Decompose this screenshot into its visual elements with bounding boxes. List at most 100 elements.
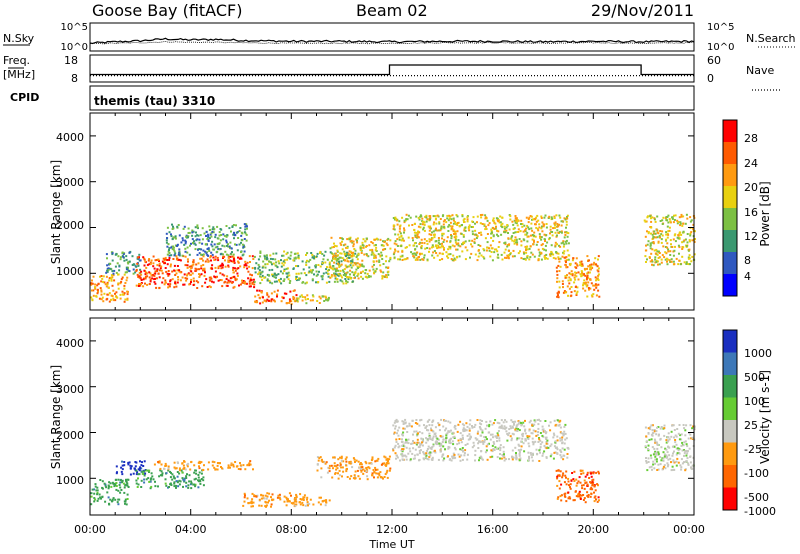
- cbar-swatch-5: [723, 442, 737, 466]
- x-axis-label: Time UT: [368, 538, 414, 551]
- power-cbar-tick-28: 28: [744, 132, 758, 145]
- vel-cbar-tick-500: 500: [744, 371, 765, 384]
- scatter-region-6: [253, 250, 357, 285]
- x-tick-4: 16:00: [477, 523, 509, 536]
- cbar-swatch-4: [723, 208, 737, 231]
- scatter-region-3: [165, 223, 248, 257]
- velocity-ytick-4000: 4000: [56, 337, 84, 350]
- scatter-region-0: [90, 478, 130, 506]
- power-ytick-3000: 3000: [56, 176, 84, 189]
- nave-tick-top: 60: [707, 54, 721, 67]
- power-cbar-tick-24: 24: [744, 157, 758, 170]
- velocity-panel-frame: [89, 317, 695, 516]
- scatter-region-7: [392, 418, 570, 462]
- noise-panel-frame: [89, 22, 695, 52]
- scatter-region-3: [153, 460, 254, 472]
- cbar-swatch-3: [723, 397, 737, 421]
- velocity-ylabel: Slant Range [km]: [49, 365, 63, 469]
- power-cbar-label: Power [dB]: [758, 181, 772, 246]
- freq-tick-top: 18: [64, 54, 78, 67]
- date-title: 29/Nov/2011: [591, 1, 694, 20]
- scatter-region-9: [644, 424, 696, 472]
- freq-label-top: Freq.: [3, 54, 30, 67]
- cbar-swatch-2: [723, 375, 737, 398]
- freq-tick-bottom: 8: [71, 72, 78, 85]
- scatter-region-2: [135, 469, 205, 490]
- vel-cbar-tick-100: 100: [744, 395, 765, 408]
- vel-cbar-label: Velocity [m s-1]: [758, 370, 772, 464]
- freq-label-bottom: [MHz]: [3, 68, 35, 81]
- scatter-region-7: [329, 236, 392, 280]
- cbar-swatch-1: [723, 352, 737, 376]
- noise-right-label: N.Search: [746, 32, 796, 45]
- power-cbar-tick-12: 12: [744, 230, 758, 243]
- noise-search-line: [89, 40, 694, 45]
- x-tick-marks: [89, 113, 695, 515]
- vel-cbar-tick-minus100: -100: [744, 467, 769, 480]
- scatter-region-1: [115, 460, 147, 476]
- x-tick-6: 00:00: [673, 523, 705, 536]
- vel-cbar-tick-25: 25: [744, 419, 758, 432]
- beam-title: Beam 02: [356, 1, 428, 20]
- cbar-swatch-1: [723, 142, 737, 165]
- velocity-scatter-regions: [90, 418, 696, 508]
- power-ylabel: Slant Range [km]: [49, 160, 63, 264]
- freq-line: [90, 64, 694, 76]
- power-ytick-1000: 1000: [56, 265, 84, 278]
- cbar-swatch-6: [723, 252, 737, 275]
- cbar-swatch-6: [723, 465, 737, 488]
- power-colorbar: [722, 119, 738, 297]
- noise-right-tick-bottom: 10^0: [707, 42, 734, 53]
- power-cbar-tick-4: 4: [744, 270, 751, 283]
- velocity-ytick-3000: 3000: [56, 383, 84, 396]
- scatter-region-2: [135, 255, 256, 290]
- cpid-panel-frame: [89, 85, 695, 111]
- cpid-label: CPID: [10, 91, 39, 104]
- cbar-swatch-5: [723, 230, 737, 253]
- x-tick-0: 00:00: [74, 523, 106, 536]
- noise-left-tick-bottom: 10^0: [61, 42, 88, 53]
- cbar-swatch-4: [723, 420, 737, 443]
- cpid-program: themis (tau) 3310: [94, 94, 215, 108]
- x-tick-2: 08:00: [275, 523, 307, 536]
- velocity-ytick-1000: 1000: [56, 474, 84, 487]
- cbar-frame: [722, 119, 738, 297]
- scatter-region-6: [316, 455, 392, 481]
- power-cbar-tick-16: 16: [744, 206, 758, 219]
- noise-right-tick-top: 10^5: [707, 22, 734, 33]
- vel-cbar-tick-minus1000: -1000: [744, 505, 776, 518]
- scatter-region-5: [292, 496, 331, 507]
- cbar-swatch-2: [723, 164, 737, 187]
- x-tick-3: 12:00: [376, 523, 408, 536]
- vel-cbar-tick-minus500: -500: [744, 491, 769, 504]
- power-ytick-marks: [90, 135, 694, 274]
- scatter-region-4: [254, 289, 298, 306]
- cbar-frame: [722, 329, 738, 511]
- noise-left-label: N.Sky: [3, 32, 35, 45]
- cbar-swatch-0: [723, 330, 737, 353]
- scatter-region-5: [293, 294, 330, 305]
- scatter-region-10: [643, 213, 696, 267]
- cbar-swatch-7: [723, 274, 737, 297]
- vel-cbar-tick-1000: 1000: [744, 347, 772, 360]
- nave-tick-bottom: 0: [707, 72, 714, 85]
- noise-left-tick-top: 10^5: [61, 22, 88, 33]
- cbar-swatch-3: [723, 186, 737, 209]
- noise-sky-line: [89, 37, 695, 45]
- cbar-swatch-7: [723, 487, 737, 511]
- x-tick-5: 20:00: [577, 523, 609, 536]
- x-tick-1: 04:00: [175, 523, 207, 536]
- station-title: Goose Bay (fitACF): [92, 1, 242, 20]
- scatter-region-8: [392, 213, 571, 262]
- power-ytick-4000: 4000: [56, 131, 84, 144]
- velocity-ytick-2000: 2000: [56, 429, 84, 442]
- cbar-swatch-0: [723, 120, 737, 143]
- power-scatter-regions: [90, 213, 696, 306]
- vel-cbar-tick-minus25: -25: [744, 443, 762, 456]
- power-ytick-2000: 2000: [56, 219, 84, 232]
- velocity-ytick-marks: [90, 340, 694, 479]
- scatter-region-8: [555, 469, 600, 504]
- freq-panel-frame: [89, 54, 695, 83]
